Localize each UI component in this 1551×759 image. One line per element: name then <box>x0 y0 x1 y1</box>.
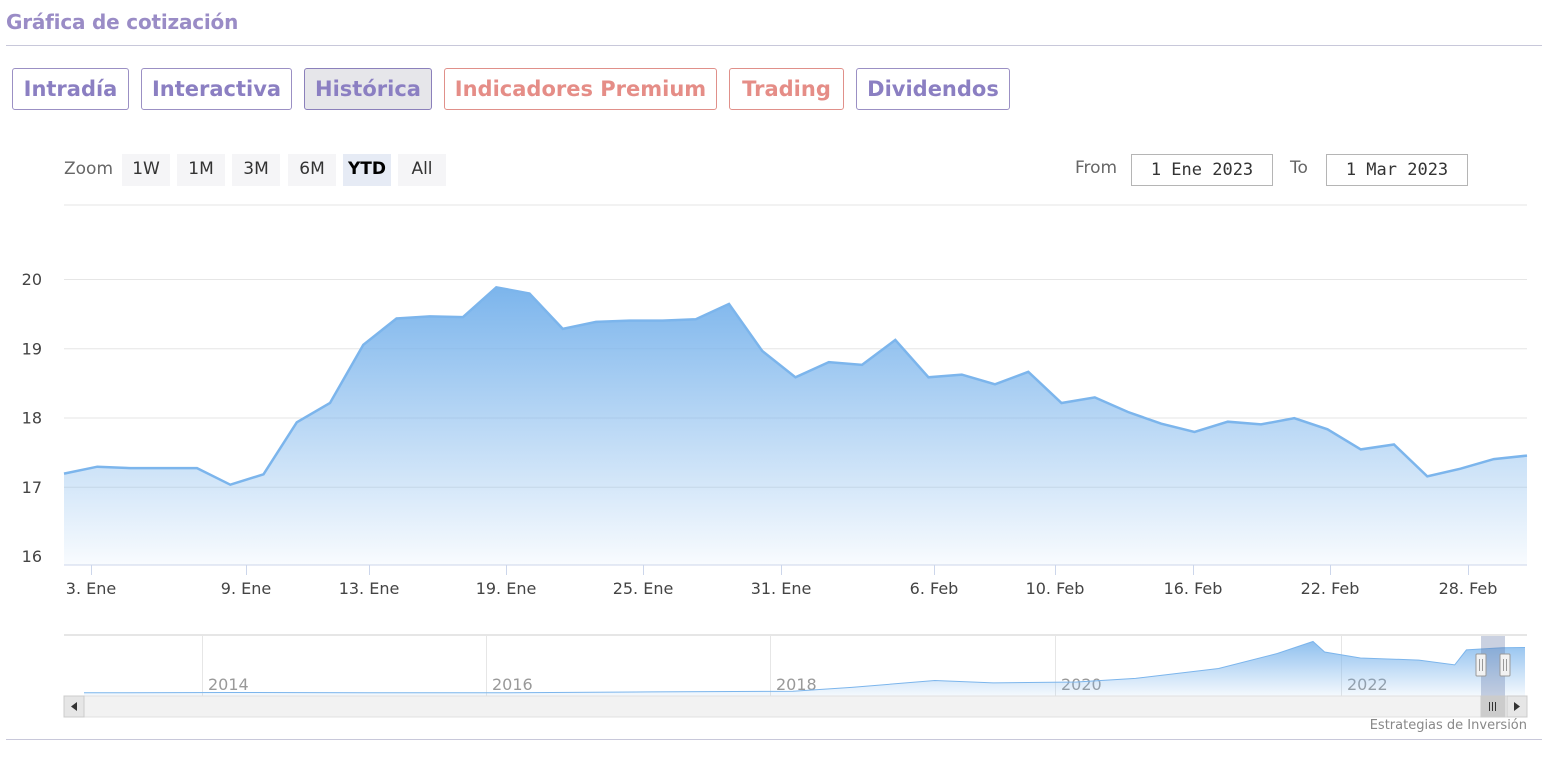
chart-credits[interactable]: Estrategias de Inversión <box>1369 718 1527 733</box>
zoom-all-button[interactable]: All <box>398 154 446 186</box>
bottom-divider <box>6 739 1542 740</box>
y-tick-label: 18 <box>22 409 42 428</box>
tab-trading[interactable]: Trading <box>729 68 844 110</box>
from-date-input[interactable]: 1 Ene 2023 <box>1131 154 1273 186</box>
x-tick-label: 6. Feb <box>910 579 959 598</box>
y-tick-label: 19 <box>22 339 42 358</box>
x-tick-label: 9. Ene <box>221 579 271 598</box>
zoom-6m-button[interactable]: 6M <box>288 154 336 186</box>
tab-interactiva[interactable]: Interactiva <box>141 68 292 110</box>
scrollbar-track[interactable] <box>63 695 1528 718</box>
navigator-year-label: 2018 <box>776 675 817 694</box>
price-area <box>64 287 1527 565</box>
navigator-right-handle[interactable] <box>1499 653 1511 677</box>
title-divider <box>6 45 1542 46</box>
to-date-input[interactable]: 1 Mar 2023 <box>1326 154 1468 186</box>
scroll-right-arrow-icon <box>1514 702 1520 711</box>
page-title: Gráfica de cotización <box>6 10 239 34</box>
x-tick-label: 28. Feb <box>1439 579 1498 598</box>
tab-intradia[interactable]: Intradía <box>12 68 129 110</box>
tab-indicadores-premium[interactable]: Indicadores Premium <box>444 68 717 110</box>
navigator-year-label: 2014 <box>208 675 249 694</box>
tab-historica[interactable]: Histórica <box>304 68 432 110</box>
zoom-label: Zoom <box>64 159 114 179</box>
y-tick-label: 16 <box>22 547 42 566</box>
zoom-1w-button[interactable]: 1W <box>122 154 170 186</box>
navigator-left-handle[interactable] <box>1475 653 1487 677</box>
zoom-3m-button[interactable]: 3M <box>232 154 280 186</box>
navigator-line <box>83 640 1526 694</box>
x-tick-label: 3. Ene <box>66 579 116 598</box>
x-tick-label: 13. Ene <box>339 579 400 598</box>
scroll-left-arrow-icon <box>71 702 77 711</box>
x-tick-label: 31. Ene <box>751 579 812 598</box>
grip-lines-icon <box>1489 702 1496 711</box>
zoom-ytd-button[interactable]: YTD <box>343 154 391 186</box>
to-label: To <box>1290 158 1308 178</box>
navigator[interactable]: 20142016201820202022 <box>64 634 1527 696</box>
y-tick-label: 20 <box>22 270 42 289</box>
y-tick-label: 17 <box>22 478 42 497</box>
x-tick-label: 22. Feb <box>1301 579 1360 598</box>
from-label: From <box>1075 158 1118 178</box>
navigator-area <box>84 641 1525 696</box>
scrollbar[interactable] <box>63 695 1528 718</box>
tab-dividendos[interactable]: Dividendos <box>856 68 1010 110</box>
zoom-1m-button[interactable]: 1M <box>177 154 225 186</box>
x-tick-label: 19. Ene <box>476 579 537 598</box>
navigator-year-label: 2016 <box>492 675 533 694</box>
x-tick-label: 10. Feb <box>1026 579 1085 598</box>
x-tick-label: 16. Feb <box>1164 579 1223 598</box>
x-tick-label: 25. Ene <box>613 579 674 598</box>
